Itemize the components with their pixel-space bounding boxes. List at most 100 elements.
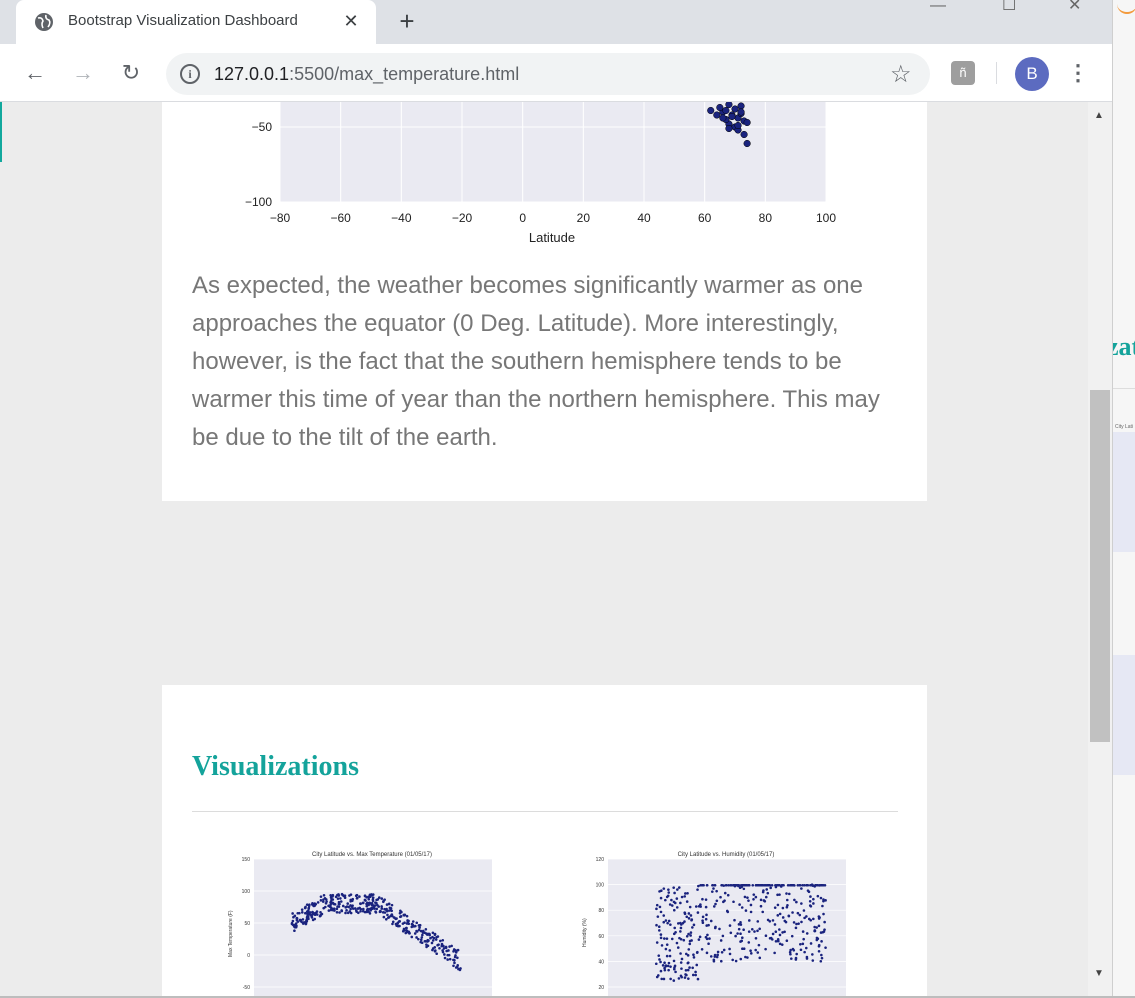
back-icon[interactable]: ← (24, 60, 46, 85)
url-text[interactable]: 127.0.0.1:5500/max_temperature.html (214, 64, 520, 84)
scatter-point (757, 943, 761, 947)
scatter-point (683, 920, 686, 923)
scatter-point (774, 930, 778, 933)
scatter-point (747, 919, 751, 922)
browser-tab[interactable]: Bootstrap Visualization Dashboard ✕ (16, 0, 376, 44)
minimize-icon[interactable]: — (930, 0, 946, 14)
scatter-point (713, 883, 717, 887)
window-bottom-edge (0, 996, 1135, 998)
scatter-point (685, 934, 689, 938)
scatter-point (809, 904, 813, 908)
scatter-point (750, 927, 754, 931)
scatter-point (363, 898, 367, 902)
vertical-scrollbar[interactable]: ▲ ▼ (1088, 102, 1112, 996)
scatter-point (665, 943, 669, 946)
menu-icon[interactable]: ⋮ (1067, 60, 1089, 85)
y-tick-label: 40 (598, 959, 604, 965)
scatter-point (400, 910, 403, 914)
scatter-point (335, 910, 339, 914)
scatter-point (417, 924, 421, 927)
scatter-point (719, 895, 722, 899)
avatar[interactable]: B (1015, 57, 1049, 91)
star-icon[interactable]: ☆ (890, 61, 912, 88)
scatter-point (417, 928, 421, 932)
scroll-down-icon[interactable]: ▼ (1094, 968, 1104, 979)
scatter-point (399, 915, 403, 918)
temperature-thumbnail-chart[interactable]: City Latitude vs. Max Temperature (01/05… (222, 847, 502, 996)
scatter-point (782, 883, 785, 887)
scatter-point (688, 942, 692, 946)
scatter-point (316, 901, 320, 904)
window-close-icon[interactable]: ✕ (1068, 0, 1082, 14)
scatter-point (446, 958, 449, 961)
scroll-thumb[interactable] (1090, 390, 1110, 742)
scatter-point (694, 973, 698, 977)
scatter-point (742, 883, 746, 887)
background-divider (1113, 388, 1135, 389)
scatter-point (733, 918, 736, 922)
scatter-point (659, 969, 663, 973)
extension-icon[interactable]: ñ (951, 61, 975, 85)
scatter-point (291, 919, 295, 923)
scatter-point (304, 911, 307, 915)
scatter-point (386, 913, 389, 917)
background-window[interactable]: zat City Lati (1112, 0, 1135, 998)
scatter-point (679, 926, 683, 930)
scatter-point (337, 905, 341, 908)
scatter-point (658, 890, 661, 893)
scatter-point (695, 963, 699, 967)
address-bar[interactable]: i 127.0.0.1:5500/max_temperature.html ☆ (166, 53, 930, 95)
scatter-point (419, 929, 423, 933)
scatter-point (754, 936, 758, 940)
scatter-point (319, 910, 322, 914)
x-tick-label: −20 (452, 211, 473, 225)
scatter-point (736, 932, 739, 935)
scatter-point (402, 913, 406, 917)
scatter-point (756, 929, 759, 933)
reload-icon[interactable]: ↻ (121, 60, 141, 85)
scatter-point (789, 948, 792, 952)
scatter-point (454, 966, 458, 969)
forward-icon[interactable]: → (72, 60, 94, 85)
scatter-point (746, 896, 749, 899)
scatter-point (667, 961, 671, 965)
scatter-point (726, 910, 730, 914)
scatter-point (391, 922, 394, 926)
scatter-point (708, 937, 711, 940)
humidity-thumbnail-chart[interactable]: City Latitude vs. Humidity (01/05/17) 12… (576, 847, 856, 996)
maximize-icon[interactable]: ☐ (1002, 0, 1017, 14)
scatter-point (729, 931, 733, 935)
y-tick-label: 80 (598, 908, 604, 914)
scatter-point (377, 905, 380, 908)
scatter-point (674, 970, 677, 974)
scatter-point (673, 901, 677, 905)
scatter-point (429, 936, 432, 940)
page-edge-accent (0, 102, 2, 162)
scatter-point (670, 937, 674, 941)
scatter-point (355, 896, 359, 900)
scatter-point (680, 895, 684, 899)
scatter-point (359, 910, 362, 913)
scatter-point (295, 916, 299, 920)
scatter-point (380, 905, 383, 908)
scatter-point (675, 941, 679, 945)
scatter-point (405, 914, 409, 918)
scatter-point (739, 957, 743, 961)
scatter-point (405, 922, 409, 925)
info-icon[interactable]: i (180, 64, 200, 84)
close-icon[interactable]: ✕ (343, 11, 359, 31)
scatter-point (824, 899, 827, 902)
scatter-point (293, 929, 296, 933)
scatter-point (662, 887, 666, 890)
scatter-point (387, 916, 390, 919)
scatter-point (655, 923, 658, 927)
y-tick-label: 150 (242, 857, 251, 863)
scroll-up-icon[interactable]: ▲ (1094, 110, 1104, 121)
scatter-point (801, 942, 805, 946)
scatter-point (744, 955, 747, 959)
scatter-point (785, 905, 789, 909)
scatter-point (680, 957, 684, 961)
new-tab-icon[interactable]: + (399, 6, 415, 36)
browser-toolbar: ← → ↻ i 127.0.0.1:5500/max_temperature.h… (0, 44, 1112, 102)
scatter-point (735, 883, 739, 887)
